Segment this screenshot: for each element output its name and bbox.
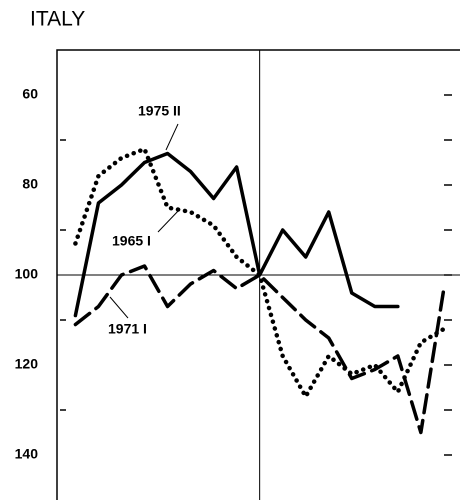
y-tick-label: 80: [22, 176, 38, 192]
series-line: [73, 151, 400, 318]
series-label: 1965 I: [112, 233, 151, 249]
plot-frame: [56, 49, 460, 500]
chart-title: ITALY: [30, 8, 85, 31]
series-line: [73, 146, 447, 399]
series-label: 1971 I: [108, 321, 147, 337]
y-tick-label: 60: [22, 86, 38, 102]
y-tick-label: 100: [15, 266, 39, 282]
series-label: 1975 II: [138, 103, 181, 119]
leader-line: [157, 208, 181, 233]
leader-line: [165, 123, 179, 151]
series-line: [73, 264, 446, 435]
y-tick-label: 140: [15, 446, 39, 462]
y-tick-label: 120: [15, 356, 39, 372]
leader-line: [109, 296, 129, 319]
